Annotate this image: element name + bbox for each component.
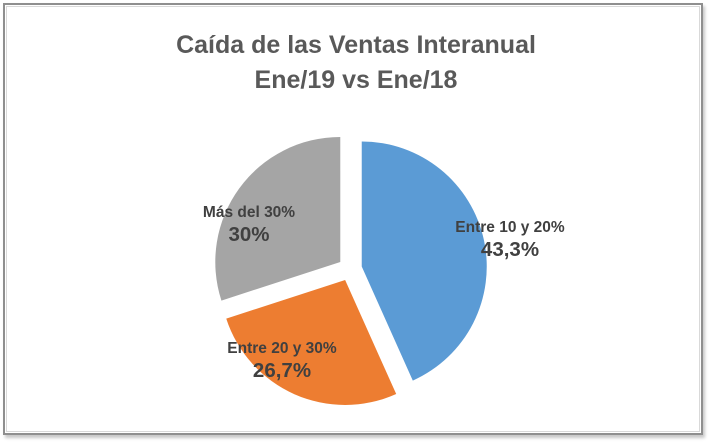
pie-label-value: 30% xyxy=(228,223,270,246)
pie-label-entre-20-y-30: Entre 20 y 30% 26,7% xyxy=(227,339,336,383)
pie-slice-entre-10-y-20 xyxy=(361,141,487,381)
pie-label-mas-del-30: Más del 30% 30% xyxy=(203,203,295,247)
pie-label-value: 43,3% xyxy=(480,238,540,261)
chart-frame-inner-border xyxy=(6,6,700,432)
pie-label-category: Entre 20 y 30% xyxy=(227,340,337,357)
chart-title-line-1: Caída de las Ventas Interanual xyxy=(176,31,536,59)
chart-title: Caída de las Ventas Interanual Ene/19 vs… xyxy=(0,28,712,98)
chart-title-line-2: Ene/19 vs Ene/18 xyxy=(254,66,458,94)
pie-slice-entre-20-y-30 xyxy=(226,279,397,405)
pie-label-category: Más del 30% xyxy=(202,204,296,221)
pie-label-entre-10-y-20: Entre 10 y 20% 43,3% xyxy=(455,218,564,262)
pie-slice-mas-del-30 xyxy=(215,136,341,301)
pie-label-value: 26,7% xyxy=(252,359,312,382)
pie-label-category: Entre 10 y 20% xyxy=(455,219,565,236)
